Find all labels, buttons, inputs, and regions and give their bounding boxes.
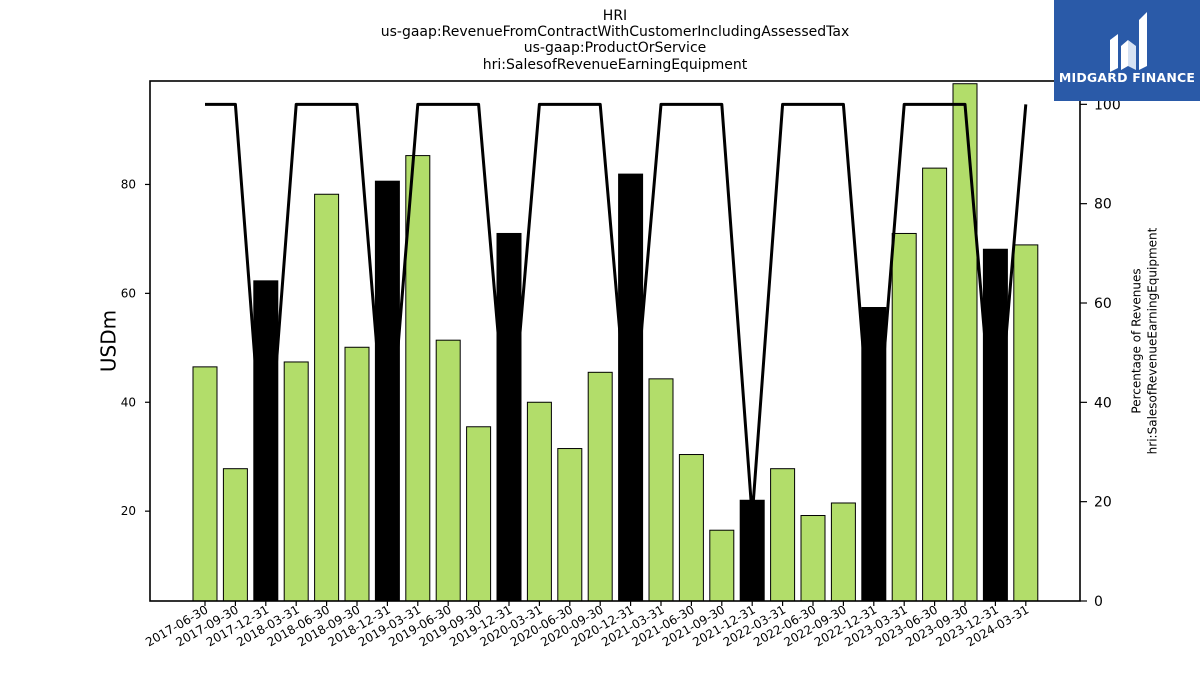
y-axis-left: 20 40 60 80 [121, 177, 150, 518]
midgard-logo-icon [1110, 12, 1147, 72]
logo-text: MIDGARD FINANCE [1058, 70, 1196, 85]
bar-2023-12-31 [982, 248, 1008, 602]
plot-frame [149, 80, 1081, 602]
percentage-line [205, 102, 1028, 519]
y-tick-label: 40 [121, 395, 136, 409]
y-axis-right: 0 20 40 60 80 100 [1080, 97, 1121, 610]
bar-2022-09-30 [830, 502, 856, 602]
bar-2023-06-30 [922, 167, 948, 602]
y2-tick-label: 0 [1094, 594, 1103, 610]
bar-2021-09-30 [709, 529, 735, 602]
bar-series [192, 83, 1039, 602]
chart-title-line-3: us-gaap:ProductOrService [523, 40, 707, 56]
bar-2021-03-31 [648, 378, 674, 602]
bar-2022-03-31 [770, 468, 796, 602]
y2-tick-label: 60 [1094, 296, 1112, 312]
bar-2019-03-31 [405, 155, 431, 602]
bar-2023-03-31 [891, 232, 917, 602]
y-tick-label: 80 [121, 177, 136, 191]
bar-2019-09-30 [466, 426, 492, 602]
y-tick-label: 60 [121, 286, 136, 300]
bar-2020-12-31 [618, 173, 644, 602]
bar-2022-06-30 [800, 515, 826, 602]
bar-2023-09-30 [952, 83, 978, 602]
midgard-finance-logo: MIDGARD FINANCE [1054, 0, 1200, 101]
x-axis: 2017-06-302017-09-302017-12-312018-03-31… [143, 601, 1031, 649]
bar-2017-06-30 [192, 366, 218, 602]
y2-tick-label: 20 [1094, 495, 1112, 511]
bar-2019-12-31 [496, 232, 522, 602]
bar-2017-12-31 [253, 280, 279, 602]
bar-2024-03-31 [1013, 244, 1039, 602]
bar-2020-03-31 [526, 401, 552, 602]
bar-2017-09-30 [222, 468, 248, 602]
bar-2022-12-31 [861, 307, 887, 602]
chart-title-line-4: hri:SalesofRevenueEarningEquipment [482, 57, 748, 73]
bar-2018-06-30 [314, 193, 340, 602]
chart-title-line-1: HRI [602, 8, 628, 24]
bar-2019-06-30 [435, 339, 461, 602]
y2-axis-label-line-2: hri:SalesofRevenueEarningEquipment [1146, 227, 1160, 454]
y2-tick-label: 40 [1094, 395, 1112, 411]
bar-2018-03-31 [283, 361, 309, 602]
y2-axis-label-line-1: Percentage of Revenues [1130, 268, 1144, 413]
chart-title-line-2: us-gaap:RevenueFromContractWithCustomerI… [380, 24, 850, 40]
bar-2018-09-30 [344, 346, 370, 602]
y-axis-label: USDm [97, 310, 121, 372]
y-tick-label: 20 [121, 504, 136, 518]
bar-2021-06-30 [678, 454, 704, 602]
bar-2020-06-30 [557, 448, 583, 602]
y2-tick-label: 100 [1094, 97, 1121, 113]
y2-tick-label: 80 [1094, 197, 1112, 213]
bar-2020-09-30 [587, 371, 613, 602]
